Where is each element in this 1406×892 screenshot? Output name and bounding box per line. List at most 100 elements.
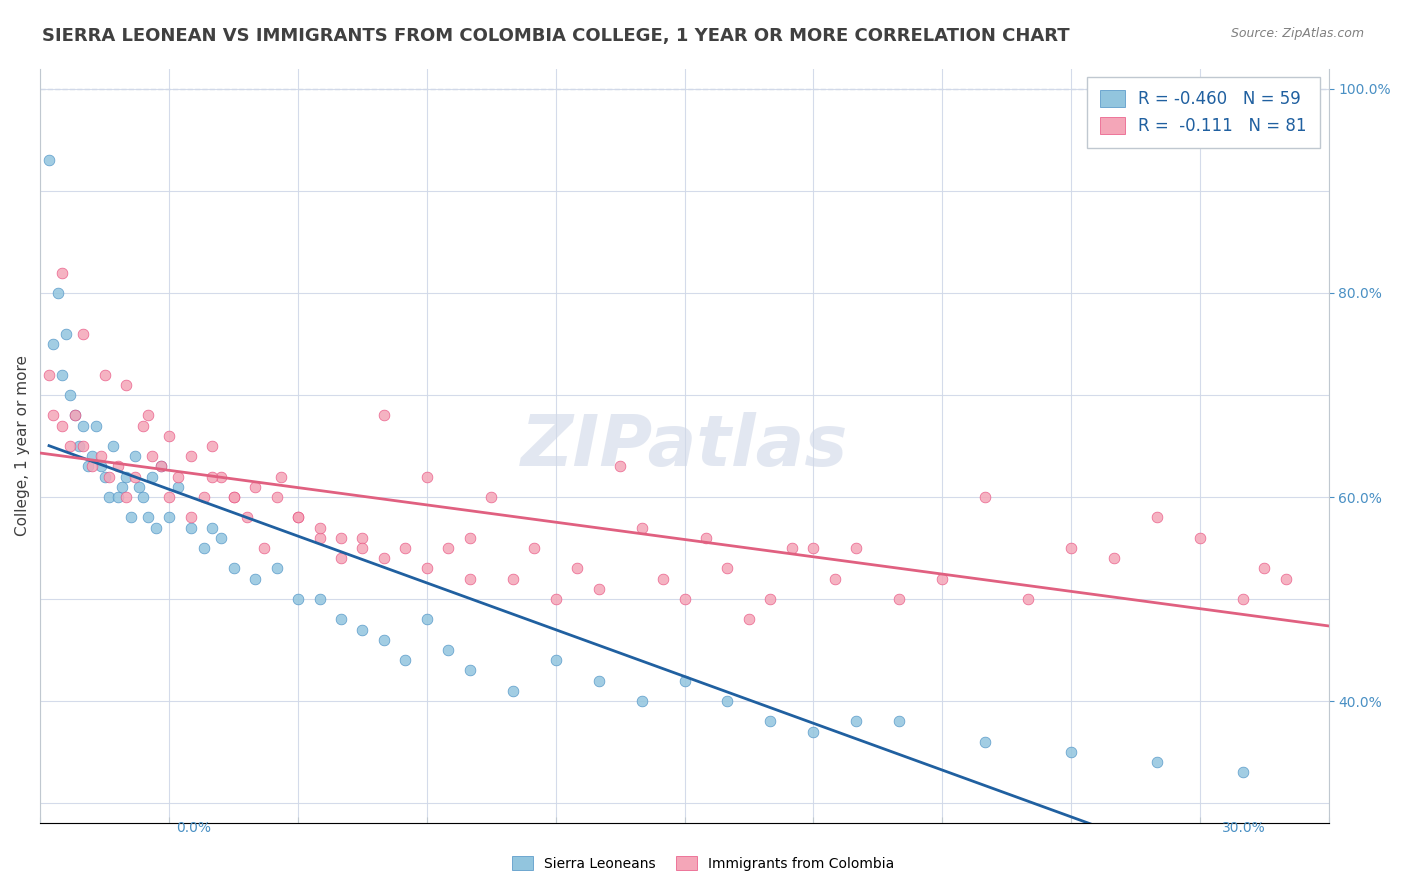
Point (801, 541, 824, 555)
Point (1017, 592, 1039, 607)
Point (107, 459, 129, 474)
Point (145, 520, 167, 534)
Point (46, 285, 69, 300)
Point (845, 541, 868, 555)
Point (716, 694, 738, 708)
Point (352, 623, 374, 637)
Point (222, 490, 245, 504)
Point (544, 592, 567, 607)
Point (107, 490, 129, 504)
Point (253, 541, 276, 555)
Point (166, 469, 188, 483)
Point (502, 683, 524, 698)
Point (38, 153, 60, 168)
Point (76, 459, 98, 474)
Point (51, 418, 73, 433)
Point (609, 459, 631, 474)
Point (90, 459, 112, 474)
Legend: R = -0.460   N = 59, R =  -0.111   N = 81: R = -0.460 N = 59, R = -0.111 N = 81 (1087, 77, 1320, 148)
Point (80, 459, 103, 474)
Point (716, 561, 738, 575)
Point (63, 409, 86, 423)
Point (588, 582, 610, 596)
Point (308, 592, 330, 607)
Point (38, 368, 60, 382)
Point (523, 541, 546, 555)
Point (63, 409, 86, 423)
Point (931, 572, 953, 586)
Point (673, 673, 696, 688)
Point (889, 592, 911, 607)
Point (132, 490, 155, 504)
Point (42, 337, 65, 351)
Point (458, 531, 481, 545)
Point (157, 510, 180, 524)
Point (149, 459, 172, 474)
Point (94, 368, 117, 382)
Point (98, 490, 121, 504)
Point (124, 449, 146, 463)
Y-axis label: College, 1 year or more: College, 1 year or more (15, 356, 30, 536)
Point (738, 612, 761, 626)
Text: ZIPatlas: ZIPatlas (520, 411, 848, 481)
Point (209, 531, 232, 545)
Point (373, 551, 395, 566)
Point (759, 714, 782, 729)
Text: SIERRA LEONEAN VS IMMIGRANTS FROM COLOMBIA COLLEGE, 1 YEAR OR MORE CORRELATION C: SIERRA LEONEAN VS IMMIGRANTS FROM COLOMB… (42, 27, 1070, 45)
Point (544, 653, 567, 667)
Point (287, 510, 309, 524)
Point (416, 561, 439, 575)
Point (416, 469, 439, 483)
Point (1060, 541, 1083, 555)
Point (330, 612, 353, 626)
Point (270, 469, 292, 483)
Point (201, 520, 224, 534)
Point (437, 643, 460, 657)
Point (394, 653, 416, 667)
Point (588, 673, 610, 688)
Text: 0.0%: 0.0% (176, 821, 211, 835)
Point (1274, 572, 1296, 586)
Point (59, 439, 82, 453)
Point (51, 266, 73, 280)
Point (180, 449, 202, 463)
Point (180, 510, 202, 524)
Point (1253, 561, 1275, 575)
Point (115, 469, 138, 483)
Point (330, 551, 353, 566)
Point (266, 561, 288, 575)
Point (201, 439, 224, 453)
Point (59, 388, 82, 402)
Point (373, 632, 395, 647)
Point (180, 520, 202, 534)
Point (824, 572, 846, 586)
Point (266, 490, 288, 504)
Point (652, 572, 675, 586)
Point (94, 469, 117, 483)
Point (222, 490, 245, 504)
Point (1146, 756, 1168, 770)
Point (166, 480, 188, 494)
Point (67, 439, 90, 453)
Point (1188, 531, 1211, 545)
Point (243, 480, 266, 494)
Point (1060, 745, 1083, 759)
Point (132, 418, 155, 433)
Point (801, 724, 824, 739)
Point (437, 541, 460, 555)
Point (72, 439, 94, 453)
Point (51, 368, 73, 382)
Point (157, 429, 180, 443)
Point (235, 510, 257, 524)
Point (974, 490, 997, 504)
Point (630, 520, 652, 534)
Point (149, 459, 172, 474)
Point (308, 520, 330, 534)
Point (80, 449, 103, 463)
Point (243, 572, 266, 586)
Point (193, 541, 215, 555)
Text: 30.0%: 30.0% (1222, 821, 1265, 835)
Point (287, 592, 309, 607)
Point (115, 490, 138, 504)
Point (98, 469, 121, 483)
